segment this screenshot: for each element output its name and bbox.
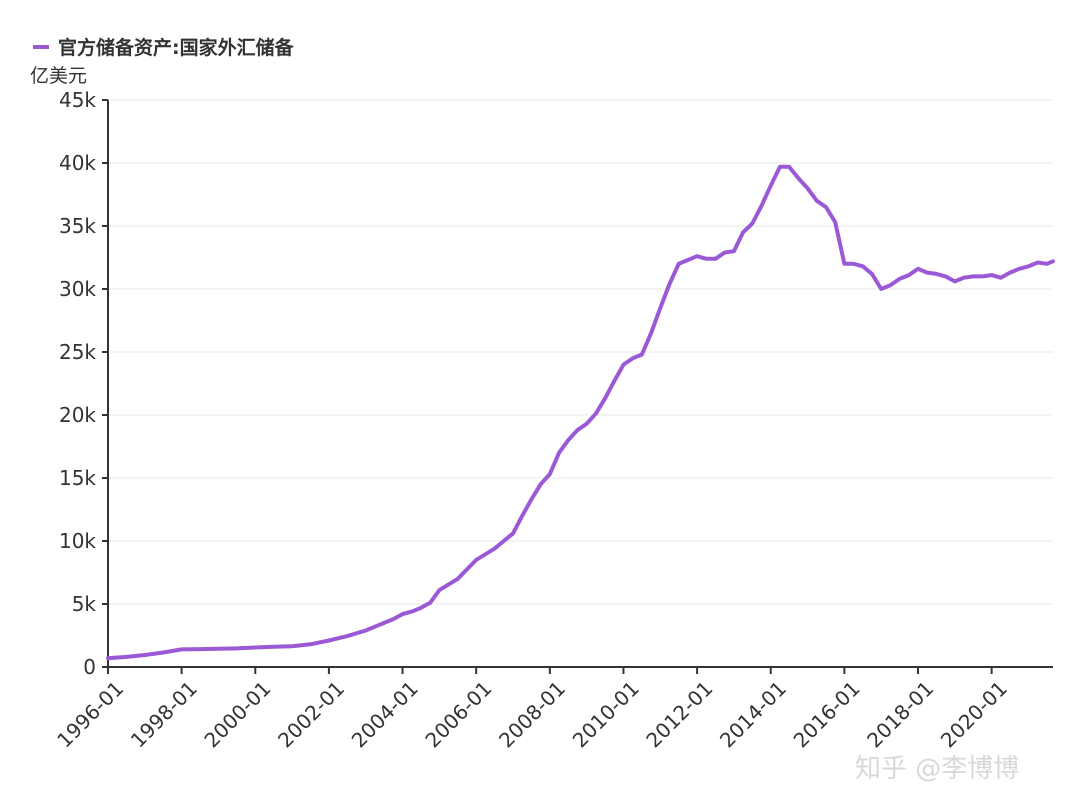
x-tick-label: 2008-01 [494,676,570,752]
legend-label: 官方储备资产:国家外汇储备 [58,36,295,59]
x-tick-label: 2002-01 [273,676,349,752]
y-tick-label: 20k [59,403,96,427]
x-tick-label: 2004-01 [347,676,423,752]
legend: 官方储备资产:国家外汇储备 [33,36,295,59]
x-tick-label: 2020-01 [936,676,1012,752]
x-tick-label: 2016-01 [789,676,865,752]
x-tick-label: 2018-01 [862,676,938,752]
y-tick-label: 35k [59,214,96,238]
y-tick-label: 5k [72,592,97,616]
x-axis-ticks: 1996-011998-012000-012002-012004-012006-… [52,667,1012,752]
x-tick-label: 2000-01 [199,676,275,752]
series-line-fx-reserves [106,164,1055,661]
y-axis-unit-label: 亿美元 [30,65,87,87]
gridlines [108,99,1053,605]
y-axis-ticks: 0 5k 10k 15k 20k 25k 30k 35k 40k 45k [59,88,108,679]
y-tick-label: 10k [59,529,96,553]
x-tick-label: 1998-01 [126,676,202,752]
x-tick-label: 2010-01 [568,676,644,752]
y-tick-label: 15k [59,466,96,490]
y-tick-label: 0 [83,655,96,679]
y-tick-label: 45k [59,88,96,112]
y-tick-label: 25k [59,340,96,364]
x-tick-label: 2014-01 [715,676,791,752]
y-tick-label: 40k [59,151,96,175]
x-tick-label: 1996-01 [52,676,128,752]
watermark-text: 知乎 @李博博 [855,754,1019,784]
x-tick-label: 2012-01 [641,676,717,752]
y-tick-label: 30k [59,277,96,301]
x-tick-label: 2006-01 [420,676,496,752]
